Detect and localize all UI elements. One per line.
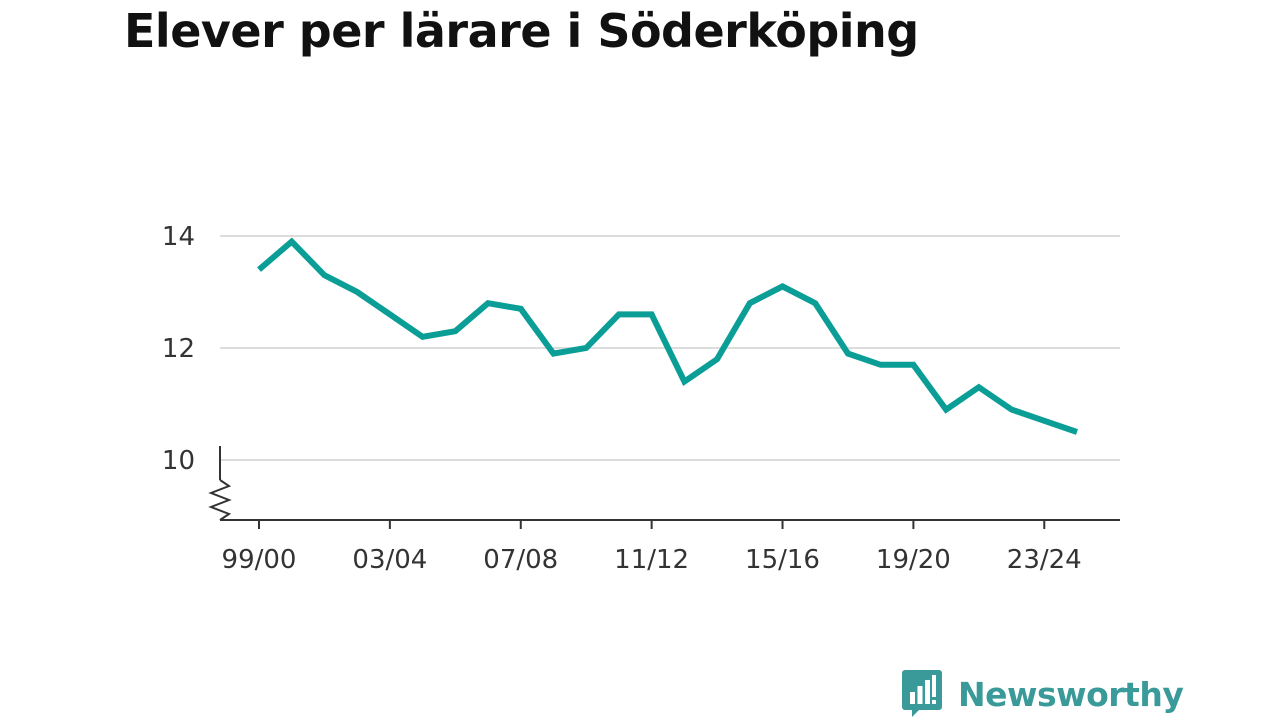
data-point [420, 334, 426, 340]
data-point [256, 267, 262, 273]
data-point [616, 311, 622, 317]
newsworthy-logo: Newsworthy [902, 670, 1184, 718]
data-point [354, 289, 360, 295]
bar-chart-speech-bubble-icon [902, 670, 942, 717]
data-point [1041, 418, 1047, 424]
y-tick-label: 10 [162, 446, 195, 476]
brand-name: Newsworthy [958, 674, 1184, 714]
data-point [583, 345, 589, 351]
data-point [550, 351, 556, 357]
data-point [1074, 429, 1080, 435]
data-point [321, 272, 327, 278]
y-tick-label: 12 [162, 334, 195, 364]
series-line [257, 237, 1078, 435]
data-point [289, 239, 295, 245]
chart-title: Elever per lärare i Söderköping [124, 4, 919, 58]
data-point [780, 283, 786, 289]
data-point [812, 300, 818, 306]
data-point [845, 351, 851, 357]
data-point [649, 311, 655, 317]
data-point [878, 362, 884, 368]
data-point [943, 407, 949, 413]
x-tick-label: 99/00 [222, 545, 297, 575]
x-tick-label: 19/20 [876, 545, 951, 575]
y-tick-label: 14 [162, 222, 195, 252]
x-tick-label: 15/16 [745, 545, 820, 575]
x-tick-label: 23/24 [1007, 545, 1082, 575]
data-point [714, 356, 720, 362]
x-tick-label: 11/12 [614, 545, 689, 575]
y-axis: 10 12 14 [162, 222, 232, 521]
data-point [387, 311, 393, 317]
data-point [452, 328, 458, 334]
data-point [747, 300, 753, 306]
data-point [910, 362, 916, 368]
data-point [681, 379, 687, 385]
x-tick-label: 03/04 [352, 545, 427, 575]
axis-break-mark [208, 479, 232, 521]
x-axis: 99/00 03/04 07/08 11/12 15/16 19/20 23/24 [220, 519, 1120, 575]
data-point [518, 306, 524, 312]
series-group [256, 237, 1080, 435]
data-point [976, 384, 982, 390]
x-tick-label: 07/08 [483, 545, 558, 575]
data-point [1009, 407, 1015, 413]
data-point [485, 300, 491, 306]
